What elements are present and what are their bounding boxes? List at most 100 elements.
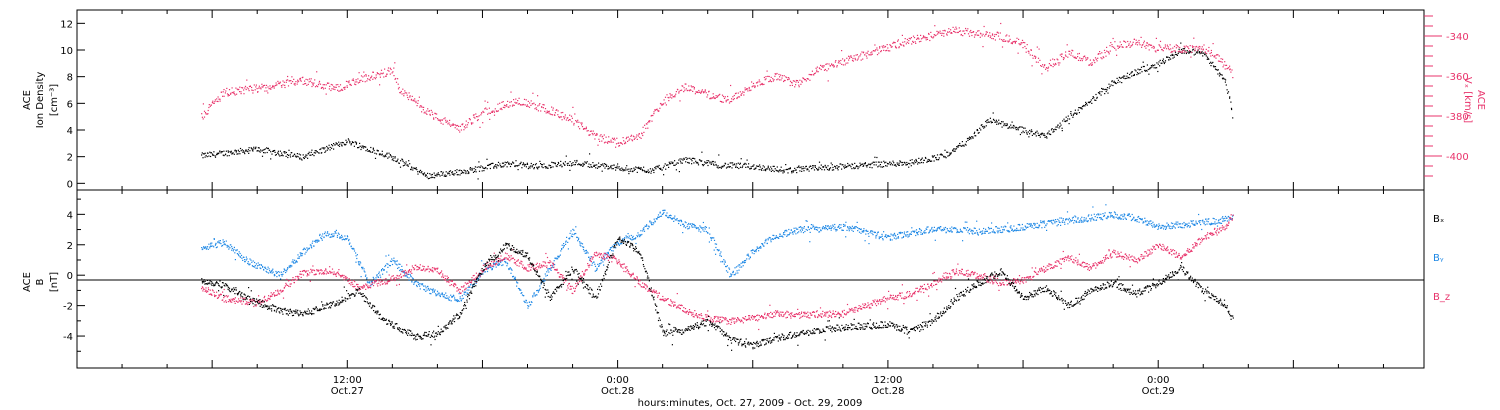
by-point xyxy=(231,247,233,250)
vx-point xyxy=(1062,58,1065,61)
density-point xyxy=(220,152,222,154)
by-point xyxy=(1110,212,1112,214)
density-point xyxy=(602,163,604,165)
density-point xyxy=(777,170,779,172)
vx-point xyxy=(1146,42,1148,44)
vx-point xyxy=(870,52,872,54)
vx-point xyxy=(625,138,627,140)
vx-point xyxy=(241,87,243,89)
by-point xyxy=(1183,227,1185,229)
by-point xyxy=(857,230,859,232)
density-point xyxy=(567,162,569,164)
vx-point xyxy=(643,131,645,133)
by-point xyxy=(809,231,811,233)
density-point xyxy=(660,167,662,169)
vx-point xyxy=(1226,68,1228,70)
density-point xyxy=(793,170,795,172)
vx-point xyxy=(1030,49,1032,51)
density-point xyxy=(510,163,512,165)
vx-point xyxy=(379,84,381,86)
density-point xyxy=(508,163,510,165)
vx-point xyxy=(216,100,218,102)
vx-point xyxy=(517,100,519,102)
density-point xyxy=(233,153,235,155)
by-point xyxy=(300,253,302,255)
density-point xyxy=(536,166,538,168)
by-point xyxy=(1145,224,1147,226)
by-point xyxy=(382,273,384,275)
density-point xyxy=(216,153,218,155)
by-point xyxy=(466,292,468,294)
density-point xyxy=(931,155,933,157)
vx-point xyxy=(952,26,954,28)
density-point xyxy=(968,138,971,140)
density-point xyxy=(1039,133,1042,135)
by-point xyxy=(499,264,501,266)
density-point xyxy=(248,152,250,154)
by-point xyxy=(630,234,632,237)
density-point xyxy=(633,169,635,171)
vx-point xyxy=(1055,63,1057,65)
density-point xyxy=(321,147,323,149)
by-point xyxy=(1111,215,1113,217)
by-point xyxy=(670,215,672,217)
density-point xyxy=(555,165,557,167)
by-point xyxy=(231,246,233,248)
by-point xyxy=(603,264,605,266)
by-point xyxy=(288,266,291,268)
by-point xyxy=(388,254,390,256)
vx-point xyxy=(759,84,761,86)
by-point xyxy=(301,255,303,257)
density-point xyxy=(1138,69,1140,71)
by-point xyxy=(450,300,452,302)
density-point xyxy=(1057,124,1059,126)
density-point xyxy=(747,166,749,168)
vx-point xyxy=(1170,48,1172,50)
density-point xyxy=(1134,69,1136,71)
density-point xyxy=(720,166,722,168)
vx-point xyxy=(1093,60,1095,62)
vx-point xyxy=(380,69,383,71)
by-point xyxy=(359,261,361,263)
vx-point xyxy=(255,84,257,86)
vx-point xyxy=(663,99,665,101)
vx-point xyxy=(700,90,702,92)
density-point xyxy=(298,153,300,155)
by-point xyxy=(398,266,400,269)
vx-point xyxy=(501,108,503,111)
vx-point xyxy=(926,37,928,39)
by-point xyxy=(1165,228,1167,230)
vx-point xyxy=(902,44,905,46)
vx-point xyxy=(1008,40,1010,42)
by-point xyxy=(405,274,407,277)
by-point xyxy=(783,232,785,234)
by-point xyxy=(557,258,559,260)
density-point xyxy=(463,169,465,171)
by-point xyxy=(682,223,684,225)
vx-point xyxy=(817,71,819,73)
by-point xyxy=(1030,223,1032,225)
vx-point xyxy=(282,80,284,82)
vx-point xyxy=(871,53,873,55)
density-point xyxy=(1124,78,1126,80)
by-point xyxy=(760,245,762,248)
by-point xyxy=(436,294,438,296)
by-point xyxy=(636,234,638,237)
vx-point xyxy=(423,106,425,108)
density-point xyxy=(731,167,733,169)
density-point xyxy=(870,163,872,165)
vx-point xyxy=(236,88,238,90)
by-point xyxy=(1180,223,1182,225)
density-point xyxy=(306,154,308,156)
vx-point xyxy=(431,111,433,113)
density-point xyxy=(1029,133,1031,135)
vx-point xyxy=(543,104,545,106)
by-point xyxy=(1167,225,1169,227)
by-point xyxy=(294,262,296,264)
vx-point xyxy=(765,76,767,78)
by-point xyxy=(306,247,308,249)
vx-point xyxy=(265,84,268,86)
vx-point xyxy=(754,86,756,89)
by-point xyxy=(934,229,936,232)
density-point xyxy=(638,166,640,168)
